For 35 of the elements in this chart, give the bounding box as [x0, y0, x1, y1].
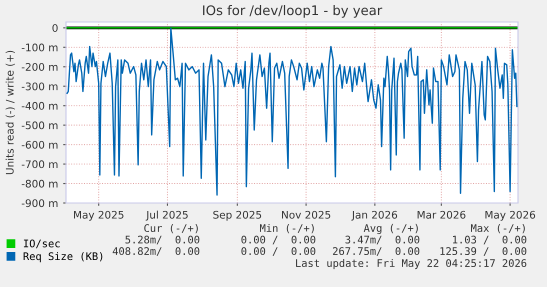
x-tick-label: May 2025	[74, 210, 124, 221]
y-tick-label: 0	[52, 24, 58, 32]
x-tick-label: Nov 2025	[282, 210, 330, 219]
text: Avg (-/+)	[364, 224, 418, 234]
chart-title: IOs for /dev/loop1 - by year	[203, 5, 382, 18]
text: 125.39 / 0.00	[440, 247, 526, 256]
text: 408.82m/ 0.00	[112, 247, 200, 256]
text: Cur (-/+)	[144, 224, 198, 234]
x-tick-label: May 2026	[485, 210, 536, 221]
text: 1.03 / 0.00	[453, 236, 526, 244]
x-tick-label: Jan 2026	[351, 210, 398, 221]
y-tick-label: -500 m	[22, 121, 58, 130]
y-tick-label: -600 m	[22, 140, 58, 149]
y-tick-label: -200 m	[22, 62, 58, 71]
y-tick-label: -800 m	[22, 180, 58, 188]
text: 0.00 / 0.00	[241, 247, 316, 256]
text: 267.75m/ 0.00	[332, 247, 420, 256]
text: 0.00 / 0.00	[241, 236, 316, 244]
text: 3.47m/ 0.00	[345, 236, 420, 244]
x-tick-label: Mar 2026	[418, 210, 466, 219]
y-tick-label: -300 m	[22, 82, 58, 90]
y-tick-label: -400 m	[22, 102, 58, 110]
y-tick-label: -700 m	[22, 160, 58, 168]
y-tick-label: -100 m	[22, 44, 58, 52]
text: 5.28m/ 0.00	[125, 236, 200, 244]
y-tick-label: -900 m	[22, 199, 58, 208]
text: Max (-/+)	[470, 224, 525, 234]
text: Last update: Fri May 22 04:25:17 2026	[296, 258, 526, 270]
legend-label: Req Size (KB)	[24, 252, 102, 262]
y-axis-title: Units read (-) / write (+)	[6, 50, 15, 174]
x-tick-label: Sep 2025	[213, 210, 262, 221]
text: Min (-/+)	[260, 224, 314, 234]
x-tick-label: Jul 2025	[146, 210, 188, 221]
line-series	[66, 28, 518, 196]
legend-label: IO/sec	[24, 240, 60, 248]
